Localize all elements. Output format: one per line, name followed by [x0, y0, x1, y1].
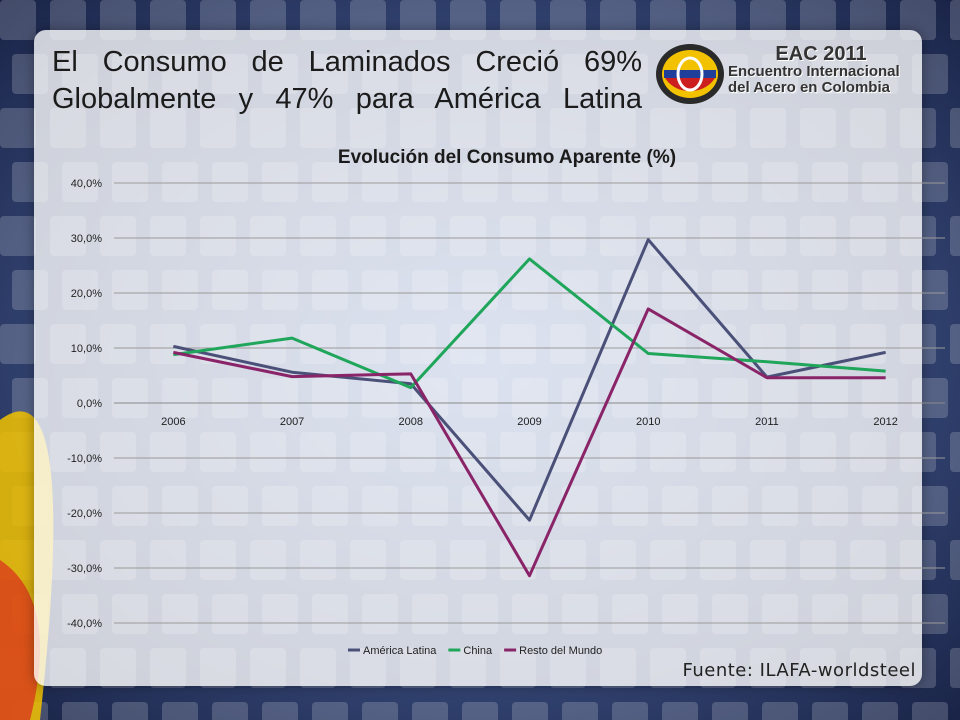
logo-text: EAC 2011 Encuentro Internacional del Ace… [728, 44, 914, 96]
legend-label: América Latina [363, 645, 437, 657]
x-tick-label: 2007 [280, 416, 304, 428]
y-tick-label: -10,0% [67, 453, 102, 465]
logo-line-2: Encuentro Internacional [728, 63, 900, 80]
x-tick-label: 2009 [517, 416, 541, 428]
x-tick-label: 2012 [873, 416, 897, 428]
chart-title: Evolución del Consumo Aparente (%) [338, 147, 676, 168]
x-tick-label: 2008 [399, 416, 423, 428]
y-tick-label: 10,0% [71, 343, 102, 355]
y-tick-label: 30,0% [71, 233, 102, 245]
series-line-resto-del-mundo [173, 307, 886, 578]
x-tick-label: 2011 [755, 416, 779, 428]
y-tick-label: -20,0% [67, 508, 102, 520]
slide-title: El Consumo de Laminados Creció 69% Globa… [52, 44, 642, 118]
slide-panel [34, 30, 922, 686]
x-tick-label: 2010 [636, 416, 660, 428]
y-tick-label: -40,0% [67, 618, 102, 630]
series-line-china [173, 257, 886, 390]
logo-line-3: del Acero en Colombia [728, 79, 890, 96]
y-tick-label: 20,0% [71, 288, 102, 300]
legend-label: China [463, 645, 493, 657]
title-line-1: El Consumo de Laminados Creció 69% [52, 46, 642, 78]
legend-label: Resto del Mundo [519, 645, 602, 657]
eac-logo [656, 44, 724, 104]
y-tick-label: 40,0% [71, 178, 102, 190]
source-note: Fuente: ILAFA-worldsteel [682, 660, 916, 681]
series-line-américa-latina [173, 238, 886, 522]
logo-line-1: EAC 2011 [775, 43, 867, 65]
y-tick-label: -30,0% [67, 563, 102, 575]
y-tick-label: 0,0% [77, 398, 102, 410]
title-line-2: Globalmente y 47% para América Latina [52, 83, 642, 115]
x-tick-label: 2006 [161, 416, 185, 428]
